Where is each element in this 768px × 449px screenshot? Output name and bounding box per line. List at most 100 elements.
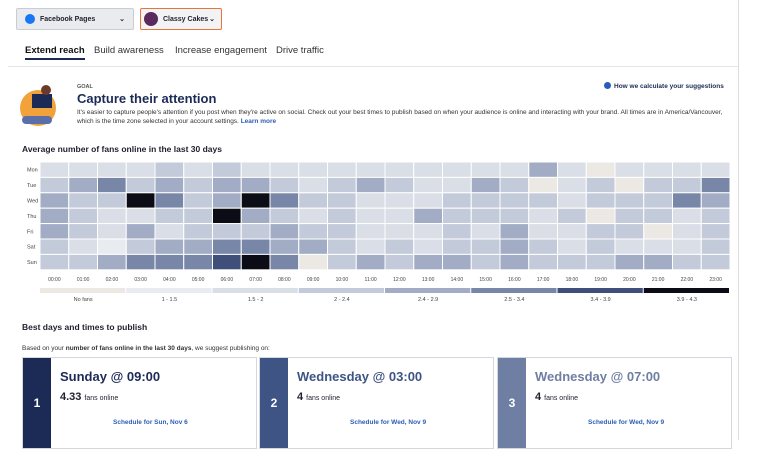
heat-cell: [557, 223, 587, 240]
hour-label: 05:00: [192, 277, 205, 283]
account-select[interactable]: Classy Cakes ⌄: [140, 8, 222, 30]
heat-cell: [384, 207, 415, 225]
card-value: 4.33: [60, 391, 82, 403]
legend-label: 1.5 - 2: [248, 297, 264, 303]
account-label: Classy Cakes: [163, 15, 209, 23]
heat-cell: [298, 161, 328, 178]
heat-cell: [672, 176, 702, 194]
tab[interactable]: Extend reach: [25, 45, 85, 60]
heat-cell: [68, 223, 98, 240]
legend-label: 1 - 1.5: [162, 297, 178, 303]
hour-label: 00:00: [48, 277, 61, 283]
heat-cell: [212, 161, 242, 178]
help-link[interactable]: How we calculate your suggestions: [604, 82, 724, 90]
heat-cell: [557, 161, 587, 178]
heat-cell: [384, 161, 415, 178]
heat-cell: [355, 161, 386, 178]
hour-label: 16:00: [508, 277, 521, 283]
hour-label: 23:00: [709, 277, 722, 283]
heat-cell: [355, 207, 386, 225]
heat-cell: [39, 192, 70, 209]
heat-cell: [327, 176, 357, 194]
rank: 2: [260, 358, 288, 448]
heat-cell: [68, 192, 98, 209]
page-select[interactable]: Facebook Pages ⌄: [16, 8, 134, 30]
hour-label: 01:00: [77, 277, 90, 283]
heat-cell: [384, 176, 415, 194]
heat-cell: [499, 253, 530, 271]
heat-cell: [125, 161, 156, 178]
heat-cell: [97, 238, 127, 255]
card-value-row: 4.33 fans online: [60, 391, 118, 403]
schedule-link[interactable]: Schedule for Wed, Nov 9: [588, 419, 665, 426]
card-title: Sunday @ 09:00: [60, 369, 161, 384]
schedule-link[interactable]: Schedule for Sun, Nov 6: [113, 419, 188, 426]
legend-label: 3.9 - 4.3: [677, 297, 697, 303]
heat-cell: [125, 223, 156, 240]
card-value: 4: [535, 391, 542, 403]
heat-cell: [614, 176, 645, 194]
heat-cell: [470, 176, 501, 194]
avatar: [144, 12, 158, 26]
heat-cell: [39, 223, 70, 240]
legend-swatch: [557, 288, 643, 293]
heat-cell: [643, 223, 673, 240]
day-label: Thu: [27, 214, 36, 220]
heat-cell: [470, 253, 501, 271]
heat-cell: [499, 192, 530, 209]
hour-label: 19:00: [594, 277, 607, 283]
learn-more[interactable]: Learn more: [240, 118, 277, 125]
heat-cell: [614, 192, 645, 209]
heatmap-title: Average number of fans online in the las…: [22, 144, 222, 154]
heat-cell: [585, 207, 616, 225]
heat-cell: [183, 223, 213, 240]
hour-label: 18:00: [566, 277, 579, 283]
hour-label: 07:00: [249, 277, 262, 283]
heat-cell: [97, 207, 127, 225]
heat-cell: [269, 192, 300, 209]
heat-cell: [442, 161, 472, 178]
frame: [8, 0, 739, 440]
hour-label: 14:00: [451, 277, 464, 283]
hour-label: 03:00: [134, 277, 147, 283]
legend-swatch: [40, 288, 126, 293]
help-text: How we calculate your suggestions: [614, 83, 724, 90]
card-value-row: 4 fans online: [297, 391, 340, 403]
heat-cell: [39, 238, 70, 255]
schedule-link[interactable]: Schedule for Wed, Nov 9: [350, 419, 427, 426]
heat-cell: [298, 253, 328, 271]
heat-cell: [212, 176, 242, 194]
heat-cell: [672, 253, 702, 271]
page-select-label: Facebook Pages: [40, 15, 96, 23]
tab[interactable]: Increase engagement: [175, 45, 267, 56]
heat-cell: [298, 192, 328, 209]
heat-cell: [154, 161, 185, 178]
tab[interactable]: Build awareness: [94, 45, 164, 56]
heat-cell: [68, 207, 98, 225]
heat-cell: [39, 161, 70, 178]
suggestion-card: 2 Wednesday @ 03:00 4 fans online Schedule f…: [259, 357, 494, 449]
heat-cell: [97, 253, 127, 271]
heat-cell: [700, 223, 731, 240]
illustration: [20, 85, 56, 126]
hour-label: 11:00: [365, 277, 377, 283]
card-value: 4: [297, 391, 304, 403]
heat-cell: [39, 176, 70, 194]
heat-cell: [298, 223, 328, 240]
heat-cell: [614, 161, 645, 178]
hour-label: 04:00: [163, 277, 176, 283]
heat-cell: [614, 223, 645, 240]
suggestion-card: 1 Sunday @ 09:00 4.33 fans online Schedule f…: [22, 357, 257, 449]
heat-cell: [499, 238, 530, 255]
heat-cell: [384, 253, 415, 271]
heat-cell: [499, 161, 530, 178]
suggestion-card: 3 Wednesday @ 07:00 4 fans online Schedule f…: [497, 357, 732, 449]
divider: [8, 66, 738, 67]
tab[interactable]: Drive traffic: [276, 45, 324, 56]
heat-cell: [183, 192, 213, 209]
heat-cell: [700, 192, 731, 209]
intro-prefix: Based on your: [22, 345, 64, 352]
heat-cell: [240, 207, 271, 225]
hour-label: 13:00: [422, 277, 435, 283]
heat-cell: [154, 207, 185, 225]
